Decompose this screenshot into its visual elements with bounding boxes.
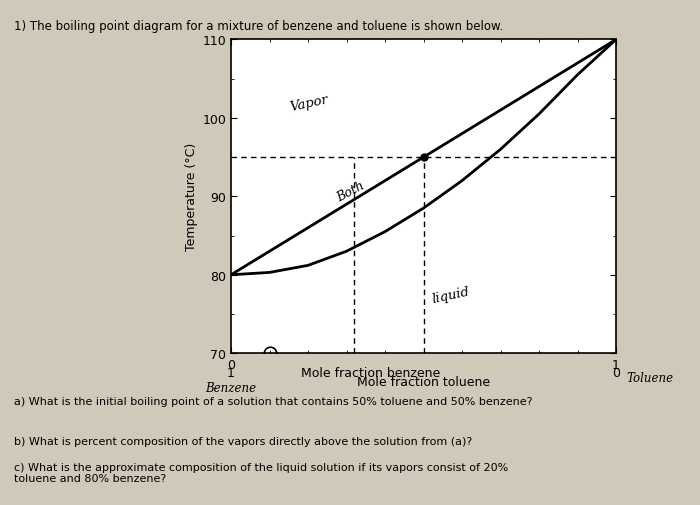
Text: Both: Both (335, 179, 368, 204)
Text: c) What is the approximate composition of the liquid solution if its vapors cons: c) What is the approximate composition o… (14, 462, 508, 483)
Text: Toluene: Toluene (626, 371, 673, 384)
Text: 0: 0 (612, 366, 620, 379)
Text: Vapor: Vapor (288, 93, 330, 114)
Y-axis label: Temperature (°C): Temperature (°C) (185, 143, 198, 251)
Text: 1) The boiling point diagram for a mixture of benzene and toluene is shown below: 1) The boiling point diagram for a mixtu… (14, 20, 503, 33)
X-axis label: Mole fraction toluene: Mole fraction toluene (357, 376, 490, 388)
Text: Benzene: Benzene (205, 381, 257, 394)
Text: b) What is percent composition of the vapors directly above the solution from (a: b) What is percent composition of the va… (14, 436, 472, 446)
Text: Mole fraction benzene: Mole fraction benzene (302, 366, 440, 379)
Text: 1: 1 (227, 366, 235, 379)
Text: liquid: liquid (431, 285, 471, 306)
Text: a) What is the initial boiling point of a solution that contains 50% toluene and: a) What is the initial boiling point of … (14, 396, 533, 406)
